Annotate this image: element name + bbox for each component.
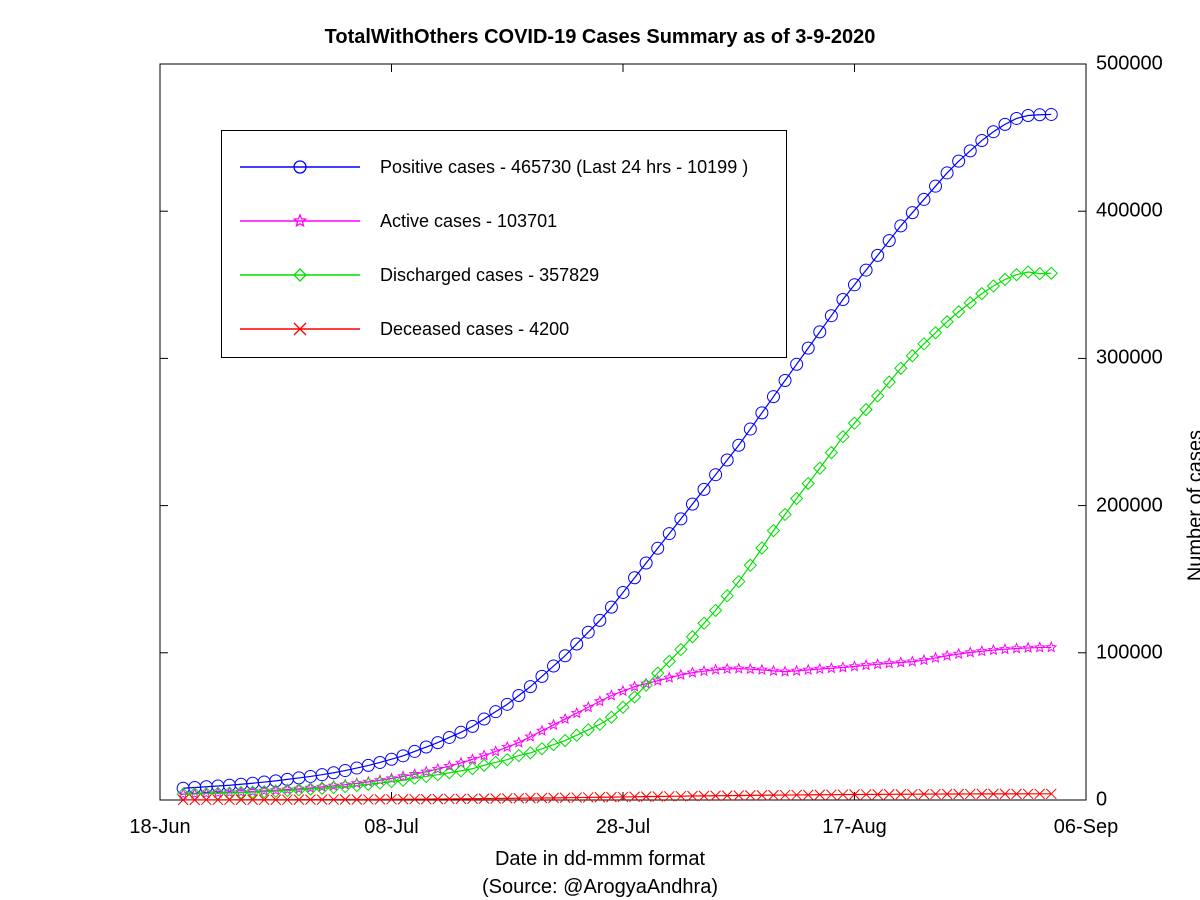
legend-label: Discharged cases - 357829 [380, 265, 599, 286]
legend-swatch [240, 157, 360, 177]
legend-item: Discharged cases - 357829 [240, 257, 768, 293]
legend-item: Deceased cases - 4200 [240, 311, 768, 347]
legend-swatch [240, 211, 360, 231]
legend: Positive cases - 465730 (Last 24 hrs - 1… [221, 130, 787, 358]
legend-item: Active cases - 103701 [240, 203, 768, 239]
legend-swatch [240, 319, 360, 339]
legend-label: Active cases - 103701 [380, 211, 557, 232]
legend-item: Positive cases - 465730 (Last 24 hrs - 1… [240, 149, 768, 185]
legend-swatch [240, 265, 360, 285]
legend-label: Positive cases - 465730 (Last 24 hrs - 1… [380, 157, 748, 178]
legend-label: Deceased cases - 4200 [380, 319, 569, 340]
